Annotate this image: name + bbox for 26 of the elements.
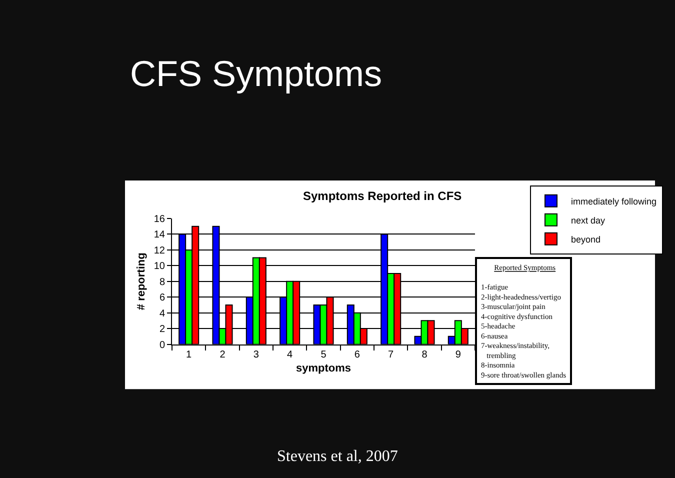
y-tick-label: 16 <box>154 214 166 225</box>
x-tick-label: 8 <box>422 349 428 360</box>
x-tick-label: 1 <box>186 349 192 360</box>
legend-label: beyond <box>571 234 601 244</box>
text: Stevens et al, 2007 <box>277 448 398 465</box>
y-tick-label: 10 <box>154 261 166 272</box>
x-tick-label: 9 <box>455 349 462 360</box>
y-tick-label: 12 <box>154 245 166 256</box>
x-tick-label: 4 <box>287 349 294 360</box>
x-tick-label: 7 <box>388 349 394 360</box>
chart-subtitle: Symptoms Reported in CFS <box>303 189 462 203</box>
y-tick-label: 0 <box>159 340 166 351</box>
y-tick-label: 6 <box>159 292 166 304</box>
x-tick-label: 3 <box>253 349 260 360</box>
x-tick-label: 5 <box>320 349 327 360</box>
x-tick-label: 6 <box>354 349 360 360</box>
y-axis-title: # reporting <box>136 252 148 310</box>
legend-label: next day <box>571 215 606 226</box>
y-tick-label: 2 <box>159 324 166 336</box>
legend-label: immediately following <box>571 196 657 206</box>
y-tick-label: 4 <box>159 308 166 320</box>
chart-title: CFS Symptoms <box>130 52 382 94</box>
x-axis-title: symptoms <box>296 362 352 374</box>
x-tick-label: 2 <box>220 349 226 360</box>
y-tick-label: 14 <box>154 230 166 241</box>
y-tick-label: 8 <box>159 276 166 288</box>
